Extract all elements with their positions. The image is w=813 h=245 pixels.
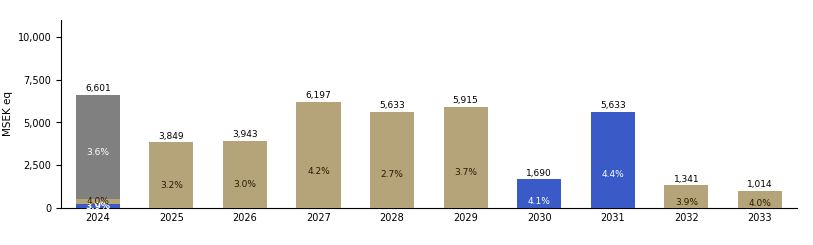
Bar — [738, 191, 782, 208]
Text: 3.7%: 3.7% — [454, 168, 477, 177]
Bar — [76, 199, 120, 204]
Text: 4.0%: 4.0% — [749, 199, 772, 208]
Y-axis label: MSEK eq: MSEK eq — [3, 91, 13, 136]
Text: 3.6%: 3.6% — [86, 148, 109, 157]
Text: 4.0%: 4.0% — [86, 197, 109, 206]
Bar — [664, 185, 708, 208]
Bar — [591, 112, 635, 208]
Text: 6,197: 6,197 — [306, 91, 332, 100]
Bar — [76, 95, 120, 199]
Bar — [517, 179, 561, 208]
Text: 5,915: 5,915 — [453, 96, 479, 105]
Text: 1,690: 1,690 — [526, 169, 552, 178]
Text: 1,014: 1,014 — [747, 180, 773, 189]
Text: 3.9%: 3.9% — [85, 202, 111, 210]
Text: 3.0%: 3.0% — [233, 180, 256, 189]
Text: 3,943: 3,943 — [232, 130, 258, 139]
Text: 5,633: 5,633 — [379, 101, 405, 110]
Text: 5,633: 5,633 — [600, 101, 626, 110]
Text: 3,849: 3,849 — [159, 132, 185, 141]
Text: 4.4%: 4.4% — [602, 170, 624, 179]
Bar — [297, 102, 341, 208]
Bar — [76, 204, 120, 208]
Bar — [370, 112, 414, 208]
Text: 4.2%: 4.2% — [307, 167, 330, 176]
Bar — [150, 142, 193, 208]
Text: 3.2%: 3.2% — [160, 181, 183, 190]
Text: 2.7%: 2.7% — [380, 170, 403, 179]
Text: 1,341: 1,341 — [673, 174, 699, 184]
Text: 6,601: 6,601 — [85, 84, 111, 93]
Bar — [223, 141, 267, 208]
Text: 4.1%: 4.1% — [528, 196, 550, 206]
Bar — [444, 107, 488, 208]
Text: 3.9%: 3.9% — [675, 198, 698, 207]
